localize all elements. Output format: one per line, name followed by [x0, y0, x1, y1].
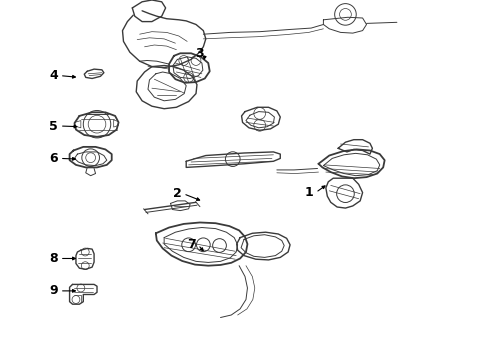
Text: 9: 9 — [49, 284, 58, 297]
Text: 2: 2 — [172, 187, 181, 200]
Text: 6: 6 — [49, 152, 58, 165]
Text: 8: 8 — [49, 252, 58, 265]
Text: 4: 4 — [49, 69, 58, 82]
Text: 7: 7 — [187, 238, 196, 251]
Text: 1: 1 — [305, 186, 314, 199]
Text: 5: 5 — [49, 120, 58, 132]
Text: 3: 3 — [195, 47, 203, 60]
